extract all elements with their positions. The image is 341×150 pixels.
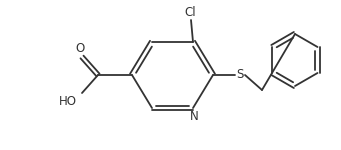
Text: S: S [236,69,244,81]
Text: HO: HO [59,95,77,108]
Text: O: O [75,42,85,55]
Text: N: N [190,110,198,123]
Text: Cl: Cl [184,6,196,19]
